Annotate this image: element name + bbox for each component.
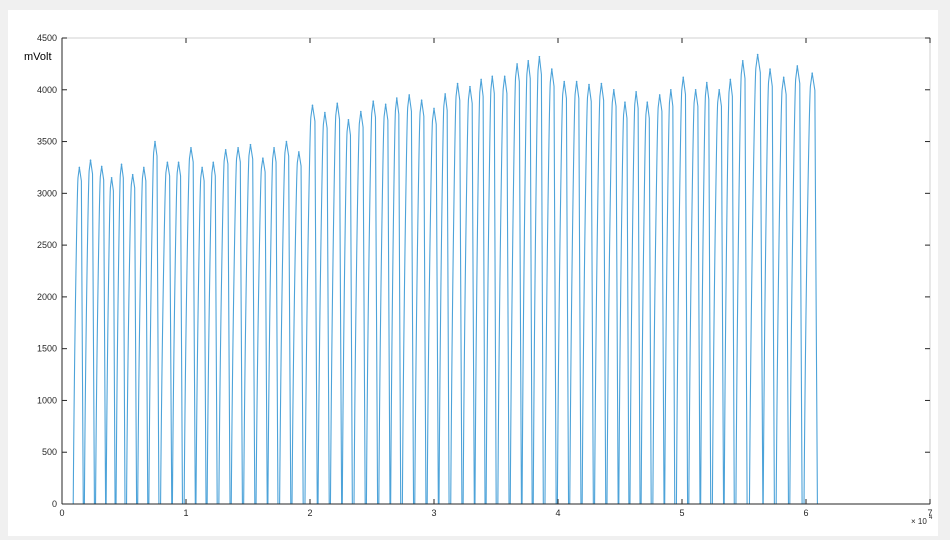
signal-peak-point xyxy=(646,101,649,104)
signal-peak-point xyxy=(285,140,288,143)
x-tick-label: 0 xyxy=(59,508,64,518)
y-tick-label: 4500 xyxy=(37,33,57,43)
signal-peak-point xyxy=(769,68,771,70)
signal-peak-point xyxy=(224,149,227,151)
signal-peak-point xyxy=(588,83,590,86)
signal-peak-point xyxy=(396,97,398,99)
signal-peak-point xyxy=(670,88,672,91)
signal-peak-point xyxy=(360,110,362,113)
y-tick-label: 1500 xyxy=(37,344,57,354)
signal-peak-point xyxy=(131,173,134,176)
signal-peak-point xyxy=(420,99,423,101)
signal-peak-point xyxy=(796,65,799,67)
signal-peak-point xyxy=(433,107,435,110)
signal-peak-point xyxy=(718,88,720,91)
signal-peak-point xyxy=(143,166,145,169)
x-tick-label: 2 xyxy=(307,508,312,518)
signal-peak-point xyxy=(516,63,518,65)
signal-peak-point xyxy=(782,76,785,79)
signal-peak-point xyxy=(212,161,215,164)
signal-peak-point xyxy=(563,80,565,83)
signal-peak-point xyxy=(89,159,92,161)
y-tick-label: 2500 xyxy=(37,240,57,250)
signal-peak-point xyxy=(624,101,626,104)
signal-peak-point xyxy=(469,85,471,88)
signal-peak-point xyxy=(298,151,300,153)
signal-peak-point xyxy=(635,91,637,93)
signal-peak-point xyxy=(166,161,169,164)
signal-peak-point xyxy=(78,166,81,169)
y-tick-label: 3000 xyxy=(37,188,57,198)
signal-peak-point xyxy=(811,72,813,75)
signal-peak-point xyxy=(694,88,697,91)
x-exponent-label: × 10 4 xyxy=(911,515,933,526)
x-exponent-base: × 10 xyxy=(911,517,927,526)
y-tick-label: 500 xyxy=(42,447,57,457)
x-tick-label: 4 xyxy=(555,508,560,518)
signal-peak-point xyxy=(190,146,192,149)
signal-peak-point xyxy=(120,163,123,166)
y-axis-label: mVolt xyxy=(24,51,52,63)
signal-peak-point xyxy=(384,103,387,106)
signal-peak-point xyxy=(741,59,744,62)
signal-peak-point xyxy=(408,94,411,96)
signal-peak-point xyxy=(729,78,732,81)
signal-peak-point xyxy=(347,119,350,121)
signal-peak-point xyxy=(372,100,375,102)
x-tick-label: 5 xyxy=(679,508,684,518)
signal-peak-point xyxy=(249,143,252,146)
signal-peak-point xyxy=(100,165,103,168)
y-tick-label: 0 xyxy=(52,499,57,509)
signal-peak-point xyxy=(480,78,482,81)
signal-peak-point xyxy=(658,94,661,96)
signal-peak-point xyxy=(110,177,113,179)
signal-peak-point xyxy=(756,53,759,56)
axis-layer: 0 1 2 3 4 5 6 7 0 500 1000 1500 2000 2500 3000 3500 4000… xyxy=(37,33,933,518)
x-tick-label: 3 xyxy=(431,508,436,518)
x-tick-label: 6 xyxy=(803,508,808,518)
signal-peak-point xyxy=(177,161,180,164)
signal-peak-point xyxy=(491,75,494,78)
y-tick-label: 4000 xyxy=(37,85,57,95)
signal-peak-point xyxy=(262,157,264,159)
signal-peak-point xyxy=(682,76,685,79)
signal-peak-point xyxy=(503,75,506,78)
y-tick-label: 1000 xyxy=(37,395,57,405)
signal-peak-point xyxy=(551,68,553,70)
signal-peak-point xyxy=(311,104,314,107)
signal-peak-point xyxy=(273,146,275,149)
signal-peak-point xyxy=(336,102,339,105)
signal-peak-point xyxy=(600,82,603,85)
y-tick-label: 3500 xyxy=(37,137,57,147)
signal-peak-point xyxy=(527,59,530,62)
signal-peak-point xyxy=(154,140,156,143)
signal-peak-point xyxy=(324,111,326,114)
signal-peak-point xyxy=(456,82,459,85)
x-exponent-power: 4 xyxy=(929,515,933,521)
signal-peak-point xyxy=(444,93,446,95)
signal-peak-point xyxy=(613,88,615,91)
signal-peak-point xyxy=(201,166,203,169)
x-tick-label: 7 xyxy=(927,508,932,518)
signal-peak-point xyxy=(237,146,239,149)
y-tick-label: 2000 xyxy=(37,292,57,302)
signal-peak-point xyxy=(706,81,708,84)
signal-peak-point xyxy=(575,80,578,83)
signal-peak-point xyxy=(538,55,541,58)
x-tick-label: 1 xyxy=(183,508,188,518)
